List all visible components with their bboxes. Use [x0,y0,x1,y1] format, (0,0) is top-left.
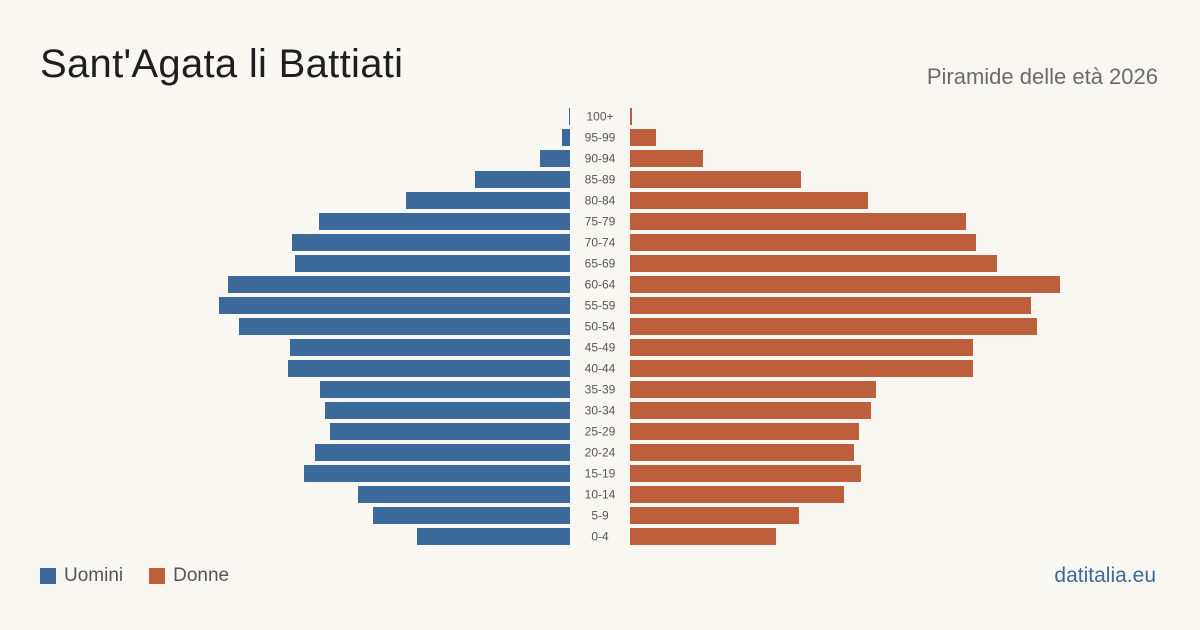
bar-women-15-19 [630,465,861,482]
age-label-15-19: 15-19 [585,467,616,481]
age-label-10-14: 10-14 [585,488,616,502]
bar-women-50-54 [630,318,1037,335]
age-label-85-89: 85-89 [585,173,616,187]
bar-women-40-44 [630,360,973,377]
age-label-20-24: 20-24 [585,446,616,460]
bar-men-50-54 [239,318,570,335]
age-label-60-64: 60-64 [585,278,616,292]
age-label-0-4: 0-4 [591,530,609,544]
age-label-30-34: 30-34 [585,404,616,418]
bar-women-70-74 [630,234,976,251]
age-label-40-44: 40-44 [585,362,616,376]
page-title: Sant'Agata li Battiati [40,42,404,86]
bar-women-45-49 [630,339,973,356]
bar-women-20-24 [630,444,854,461]
age-label-5-9: 5-9 [591,509,609,523]
legend-label-women: Donne [173,565,230,586]
bar-women-0-4 [630,528,776,545]
bar-men-5-9 [373,507,570,524]
age-label-90-94: 90-94 [585,152,616,166]
bar-men-60-64 [228,276,570,293]
age-label-80-84: 80-84 [585,194,616,208]
bar-women-95-99 [630,129,656,146]
bar-women-5-9 [630,507,799,524]
bar-men-75-79 [319,213,570,230]
bar-men-55-59 [219,297,570,314]
age-label-55-59: 55-59 [585,299,616,313]
bar-women-30-34 [630,402,871,419]
bar-women-75-79 [630,213,966,230]
bar-women-65-69 [630,255,997,272]
bar-women-60-64 [630,276,1060,293]
legend-swatch-women [149,568,166,584]
age-label-95-99: 95-99 [585,131,616,145]
bar-men-70-74 [292,234,570,251]
legend-item-men: Uomini [40,565,123,587]
bar-men-45-49 [290,339,570,356]
age-label-35-39: 35-39 [585,383,616,397]
bar-women-90-94 [630,150,703,167]
bar-men-30-34 [325,402,570,419]
age-label-50-54: 50-54 [585,320,616,334]
chart-subtitle: Piramide delle età 2026 [926,64,1158,89]
bar-men-40-44 [288,360,570,377]
bar-men-65-69 [295,255,570,272]
source-link[interactable]: datitalia.eu [1054,564,1156,587]
bar-men-35-39 [320,381,570,398]
bar-women-35-39 [630,381,876,398]
bar-men-10-14 [358,486,570,503]
bar-men-95-99 [562,129,570,146]
bar-women-100+ [630,108,632,125]
bar-men-80-84 [406,192,570,209]
bar-women-85-89 [630,171,801,188]
age-label-100+: 100+ [586,110,613,124]
bar-women-55-59 [630,297,1031,314]
age-label-45-49: 45-49 [585,341,616,355]
legend-item-women: Donne [149,565,229,587]
legend: Uomini Donne [40,565,255,587]
bar-men-0-4 [417,528,570,545]
bar-men-20-24 [315,444,570,461]
age-label-75-79: 75-79 [585,215,616,229]
women-bars-group [630,108,1060,545]
men-bars-group [219,108,570,545]
age-label-65-69: 65-69 [585,257,616,271]
bar-men-100+ [569,108,570,125]
bar-women-25-29 [630,423,859,440]
bar-men-15-19 [304,465,570,482]
age-labels-group: 100+ 95-99 90-94 85-89 80-84 75-79 70-74 65-69 6… [585,110,616,544]
legend-label-men: Uomini [64,565,124,586]
age-label-70-74: 70-74 [585,236,616,250]
bar-women-10-14 [630,486,844,503]
age-label-25-29: 25-29 [585,425,616,439]
bar-men-90-94 [540,150,570,167]
bar-women-80-84 [630,192,868,209]
bar-men-85-89 [475,171,570,188]
bar-men-25-29 [330,423,570,440]
legend-swatch-men [40,568,56,584]
